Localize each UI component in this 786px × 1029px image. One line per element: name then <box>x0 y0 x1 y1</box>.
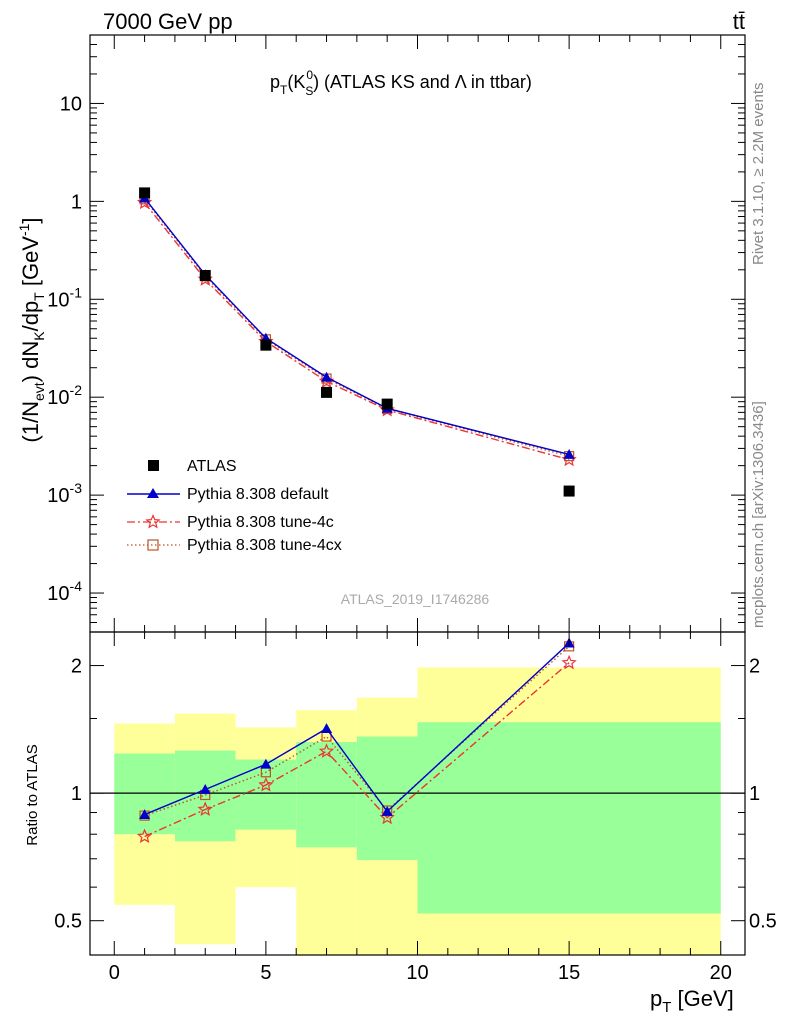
ratio-point-tune4c-5 <box>561 654 577 670</box>
ratio-point-default-2 <box>260 758 272 769</box>
main-point-default-5 <box>563 448 575 459</box>
main-ytick-label-0: 10 <box>60 93 82 115</box>
main-line-default <box>144 197 570 456</box>
band-inner-3 <box>296 742 357 848</box>
ratio-point-tune4c-2 <box>258 776 274 792</box>
svg-text:(1/Nevt) dNK/dpT [GeV-1]: (1/Nevt) dNK/dpT [GeV-1] <box>16 217 47 442</box>
y-axis-label-main: (1/Nevt) dNK/dpT [GeV-1] <box>16 217 47 442</box>
header-process-label: tt̄ <box>733 9 745 34</box>
ratio-ytick-label-left-0: 0.5 <box>54 911 82 933</box>
ratio-line-tune4cx <box>144 645 570 817</box>
legend-marker-tune4c <box>145 513 161 529</box>
main-ytick-label-2: 10-1 <box>47 284 82 311</box>
svg-text:pT [GeV]: pT [GeV] <box>650 986 734 1016</box>
legend-entry-tune4c: Pythia 8.308 tune-4c <box>127 513 334 531</box>
band-inner-4 <box>356 736 418 861</box>
main-ytick-label-3: 10-2 <box>47 382 82 409</box>
legend-entry-atlas: ATLAS <box>148 458 237 475</box>
ratio-point-tune4c-3 <box>318 743 335 758</box>
main-point-atlas-2 <box>260 339 272 351</box>
rivet-version-label: Rivet 3.1.10, ≥ 2.2M events <box>750 83 767 266</box>
main-ytick-label-1: 1 <box>71 191 82 213</box>
ratio-series-layer <box>136 637 577 844</box>
main-point-atlas-3 <box>321 386 333 398</box>
legend-label-default: Pythia 8.308 default <box>187 486 329 503</box>
ratio-uncertainty-bands <box>114 667 721 955</box>
ratio-point-tune4c-0 <box>136 828 153 844</box>
legend-label-tune4cx: Pythia 8.308 tune-4cx <box>187 537 342 554</box>
analysis-watermark: ATLAS_2019_I1746286 <box>341 591 490 607</box>
legend-marker-tune4cx <box>147 539 159 551</box>
main-line-tune4c <box>144 202 570 461</box>
y-axis-label-ratio: Ratio to ATLAS <box>24 744 41 845</box>
ratio-point-default-0 <box>139 809 151 819</box>
ratio-xtick-label-4: 20 <box>710 962 732 984</box>
plot-title: pT(KS0) (ATLAS KS and Λ in ttbar) <box>270 68 532 98</box>
legend-label-atlas: ATLAS <box>187 458 237 475</box>
main-series-layer <box>136 187 577 497</box>
ratio-ytick-label-right-1: 1 <box>749 783 760 805</box>
ratio-xtick-label-2: 10 <box>406 962 428 984</box>
ratio-point-default-1 <box>199 783 211 794</box>
band-inner-5 <box>417 722 721 914</box>
legend-marker-atlas <box>148 460 159 471</box>
ratio-ytick-label-right-2: 2 <box>749 656 760 678</box>
ratio-xtick-label-1: 5 <box>260 962 271 984</box>
ratio-ytick-label-left-1: 1 <box>71 783 82 805</box>
main-point-tune4c-0 <box>136 194 153 210</box>
svg-text:pT(KS0) (ATLAS KS and Λ in ttb: pT(KS0) (ATLAS KS and Λ in ttbar) <box>270 68 532 98</box>
main-point-atlas-1 <box>199 269 211 281</box>
main-point-default-3 <box>321 371 333 382</box>
ratio-xtick-label-3: 15 <box>558 962 580 984</box>
main-ytick-label-4: 10-3 <box>47 480 82 507</box>
ratio-point-tune4c-1 <box>197 801 213 817</box>
band-inner-1 <box>174 750 236 842</box>
legend: ATLAS Pythia 8.308 default Pythia 8.308 … <box>127 458 342 554</box>
main-point-atlas-0 <box>139 187 151 199</box>
ratio-ytick-label-left-2: 2 <box>71 656 82 678</box>
legend-marker-default <box>147 488 159 498</box>
ratio-ytick-label-right-0: 0.5 <box>749 911 777 933</box>
ratio-xtick-label-0: 0 <box>109 962 120 984</box>
x-axis-label: pT [GeV] <box>650 986 734 1016</box>
legend-label-tune4c: Pythia 8.308 tune-4c <box>187 514 334 531</box>
main-ytick-label-5: 10-4 <box>47 578 82 605</box>
ratio-line-tune4c <box>144 662 570 838</box>
legend-entry-tune4cx: Pythia 8.308 tune-4cx <box>127 537 342 554</box>
legend-entry-default: Pythia 8.308 default <box>127 486 329 503</box>
main-line-tune4cx <box>144 198 570 457</box>
mcplots-reference-label: mcplots.cern.ch [arXiv:1306.3436] <box>750 401 767 628</box>
band-inner-2 <box>235 759 297 830</box>
ratio-line-default <box>144 642 570 816</box>
ratio-point-default-4 <box>381 806 393 816</box>
ratio-point-default-3 <box>321 723 333 733</box>
main-point-atlas-4 <box>381 398 393 410</box>
main-point-atlas-5 <box>563 485 575 497</box>
band-inner-0 <box>114 753 175 835</box>
header-energy-label: 7000 GeV pp <box>103 9 233 34</box>
axis-ticks: 10 1 10-1 10-2 10-3 10-4 0 5 10 15 20 0.5 0.5 1 1 2 2 <box>47 34 777 984</box>
legend-star-shape <box>145 513 161 529</box>
